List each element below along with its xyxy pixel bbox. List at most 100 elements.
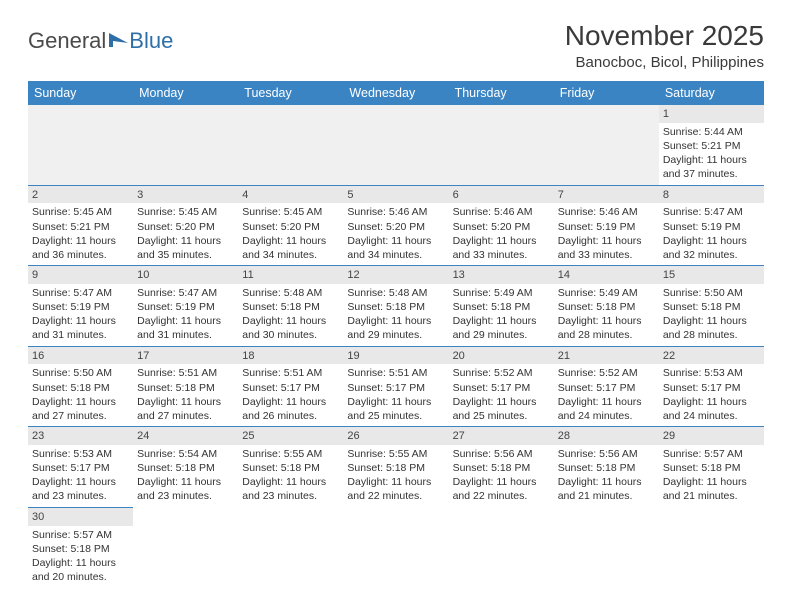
calendar-cell: 7Sunrise: 5:46 AMSunset: 5:19 PMDaylight…: [554, 185, 659, 266]
page: General Blue November 2025 Banocboc, Bic…: [0, 0, 792, 597]
sunset-text: Sunset: 5:17 PM: [663, 381, 760, 395]
day-number: 17: [133, 347, 238, 365]
sunrise-text: Sunrise: 5:46 AM: [558, 205, 655, 219]
day-details: Sunrise: 5:46 AMSunset: 5:20 PMDaylight:…: [343, 203, 448, 265]
sunset-text: Sunset: 5:21 PM: [663, 139, 760, 153]
sunrise-text: Sunrise: 5:56 AM: [453, 447, 550, 461]
sunrise-text: Sunrise: 5:55 AM: [347, 447, 444, 461]
sunrise-text: Sunrise: 5:46 AM: [453, 205, 550, 219]
sunset-text: Sunset: 5:19 PM: [663, 220, 760, 234]
sunset-text: Sunset: 5:18 PM: [558, 300, 655, 314]
day-number: 13: [449, 266, 554, 284]
daylight-text-2: and 21 minutes.: [663, 489, 760, 503]
daylight-text-1: Daylight: 11 hours: [663, 314, 760, 328]
daylight-text-1: Daylight: 11 hours: [242, 475, 339, 489]
day-details: Sunrise: 5:46 AMSunset: 5:20 PMDaylight:…: [449, 203, 554, 265]
daylight-text-2: and 35 minutes.: [137, 248, 234, 262]
calendar-cell: .: [238, 105, 343, 185]
day-number: 22: [659, 347, 764, 365]
daylight-text-2: and 25 minutes.: [347, 409, 444, 423]
day-number: 15: [659, 266, 764, 284]
sunrise-text: Sunrise: 5:45 AM: [242, 205, 339, 219]
calendar-week-row: . . . . . . 1Sunrise: 5:44 AMSunset: 5:2…: [28, 105, 764, 185]
calendar-cell: .: [659, 507, 764, 587]
daylight-text-2: and 36 minutes.: [32, 248, 129, 262]
daylight-text-2: and 37 minutes.: [663, 167, 760, 181]
calendar-cell: .: [133, 507, 238, 587]
daylight-text-1: Daylight: 11 hours: [558, 395, 655, 409]
day-details: Sunrise: 5:51 AMSunset: 5:17 PMDaylight:…: [238, 364, 343, 426]
daylight-text-2: and 28 minutes.: [663, 328, 760, 342]
sunset-text: Sunset: 5:18 PM: [453, 461, 550, 475]
sunrise-text: Sunrise: 5:52 AM: [558, 366, 655, 380]
day-details: Sunrise: 5:46 AMSunset: 5:19 PMDaylight:…: [554, 203, 659, 265]
sunrise-text: Sunrise: 5:57 AM: [32, 528, 129, 542]
daylight-text-1: Daylight: 11 hours: [137, 234, 234, 248]
day-details: Sunrise: 5:56 AMSunset: 5:18 PMDaylight:…: [449, 445, 554, 507]
calendar-cell: 21Sunrise: 5:52 AMSunset: 5:17 PMDayligh…: [554, 346, 659, 427]
daylight-text-1: Daylight: 11 hours: [558, 314, 655, 328]
brand-logo: General Blue: [28, 28, 173, 54]
daylight-text-2: and 31 minutes.: [137, 328, 234, 342]
sunrise-text: Sunrise: 5:53 AM: [32, 447, 129, 461]
daylight-text-1: Daylight: 11 hours: [32, 475, 129, 489]
calendar-cell: 11Sunrise: 5:48 AMSunset: 5:18 PMDayligh…: [238, 266, 343, 347]
daylight-text-1: Daylight: 11 hours: [347, 395, 444, 409]
day-number: 24: [133, 427, 238, 445]
calendar-cell: 16Sunrise: 5:50 AMSunset: 5:18 PMDayligh…: [28, 346, 133, 427]
daylight-text-1: Daylight: 11 hours: [32, 314, 129, 328]
daylight-text-1: Daylight: 11 hours: [242, 234, 339, 248]
calendar-cell: 17Sunrise: 5:51 AMSunset: 5:18 PMDayligh…: [133, 346, 238, 427]
sunset-text: Sunset: 5:17 PM: [347, 381, 444, 395]
sunrise-text: Sunrise: 5:45 AM: [32, 205, 129, 219]
calendar-cell: 19Sunrise: 5:51 AMSunset: 5:17 PMDayligh…: [343, 346, 448, 427]
calendar-cell: 20Sunrise: 5:52 AMSunset: 5:17 PMDayligh…: [449, 346, 554, 427]
daylight-text-1: Daylight: 11 hours: [32, 234, 129, 248]
sunset-text: Sunset: 5:18 PM: [242, 461, 339, 475]
sunset-text: Sunset: 5:18 PM: [137, 461, 234, 475]
sunrise-text: Sunrise: 5:52 AM: [453, 366, 550, 380]
day-number: 4: [238, 186, 343, 204]
day-number: 7: [554, 186, 659, 204]
calendar-cell: .: [554, 105, 659, 185]
day-details: Sunrise: 5:55 AMSunset: 5:18 PMDaylight:…: [238, 445, 343, 507]
daylight-text-2: and 25 minutes.: [453, 409, 550, 423]
sunrise-text: Sunrise: 5:56 AM: [558, 447, 655, 461]
sunset-text: Sunset: 5:18 PM: [242, 300, 339, 314]
weekday-header: Tuesday: [238, 81, 343, 105]
daylight-text-2: and 34 minutes.: [347, 248, 444, 262]
daylight-text-2: and 31 minutes.: [32, 328, 129, 342]
sunset-text: Sunset: 5:18 PM: [663, 300, 760, 314]
sunset-text: Sunset: 5:20 PM: [347, 220, 444, 234]
calendar-cell: 8Sunrise: 5:47 AMSunset: 5:19 PMDaylight…: [659, 185, 764, 266]
day-number: 2: [28, 186, 133, 204]
daylight-text-2: and 29 minutes.: [347, 328, 444, 342]
daylight-text-1: Daylight: 11 hours: [347, 234, 444, 248]
day-number: 14: [554, 266, 659, 284]
daylight-text-1: Daylight: 11 hours: [663, 234, 760, 248]
day-details: Sunrise: 5:48 AMSunset: 5:18 PMDaylight:…: [343, 284, 448, 346]
day-details: Sunrise: 5:45 AMSunset: 5:20 PMDaylight:…: [133, 203, 238, 265]
sunset-text: Sunset: 5:20 PM: [242, 220, 339, 234]
calendar-cell: 1Sunrise: 5:44 AMSunset: 5:21 PMDaylight…: [659, 105, 764, 185]
day-number: 19: [343, 347, 448, 365]
day-number: 11: [238, 266, 343, 284]
daylight-text-2: and 29 minutes.: [453, 328, 550, 342]
page-title: November 2025: [565, 20, 764, 52]
calendar-cell: 26Sunrise: 5:55 AMSunset: 5:18 PMDayligh…: [343, 427, 448, 508]
weekday-header: Wednesday: [343, 81, 448, 105]
calendar-cell: .: [449, 507, 554, 587]
day-number: 27: [449, 427, 554, 445]
day-details: Sunrise: 5:45 AMSunset: 5:21 PMDaylight:…: [28, 203, 133, 265]
daylight-text-1: Daylight: 11 hours: [663, 395, 760, 409]
day-details: Sunrise: 5:57 AMSunset: 5:18 PMDaylight:…: [659, 445, 764, 507]
sunset-text: Sunset: 5:18 PM: [453, 300, 550, 314]
daylight-text-2: and 22 minutes.: [347, 489, 444, 503]
day-details: Sunrise: 5:52 AMSunset: 5:17 PMDaylight:…: [449, 364, 554, 426]
daylight-text-1: Daylight: 11 hours: [242, 395, 339, 409]
sunrise-text: Sunrise: 5:49 AM: [558, 286, 655, 300]
day-number: 25: [238, 427, 343, 445]
daylight-text-2: and 27 minutes.: [32, 409, 129, 423]
sunset-text: Sunset: 5:21 PM: [32, 220, 129, 234]
day-number: 16: [28, 347, 133, 365]
